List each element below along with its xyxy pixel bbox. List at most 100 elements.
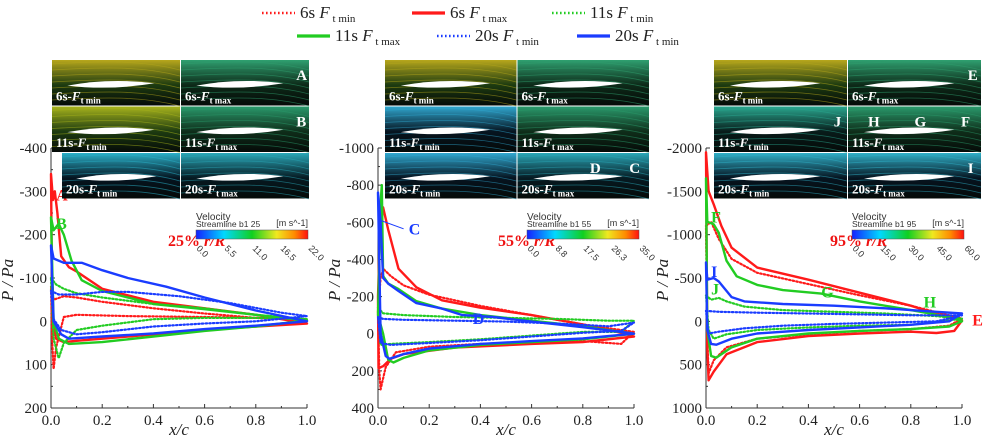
x-tick-label: 0.4 [799,413,818,429]
colorbar-tick-label: 45.0 [935,243,954,262]
streamline [517,154,650,164]
streamline [847,91,982,101]
colorbar-gradient [526,229,640,240]
streamline [180,120,310,129]
streamline [847,184,982,194]
streamline [713,126,848,135]
streamline [847,144,982,153]
y-tick-label: -200 [347,290,375,306]
y-tick-label: -800 [347,178,375,194]
streamline [847,166,982,176]
colorbar-tick-label: 26.3 [610,243,629,262]
streamline [180,138,310,147]
streamline [517,138,650,147]
legend-label: 20s F t min [475,26,539,48]
y-tick-label: 1000 [672,401,702,417]
inset-label: 20s-Ft min [66,182,117,199]
colorbar-subtitle: Streamline b1 25 [196,219,261,229]
streamline [847,160,982,170]
streamline [517,108,650,117]
streamline [847,79,982,89]
inset-image: 11s-Ft max [517,106,650,153]
streamline [713,91,848,101]
streamline [51,73,181,83]
inset-image: 6s-Ft min [384,60,517,107]
colorbar-tick-label: 11.0 [251,243,270,262]
streamline [517,190,650,200]
streamline [61,154,181,164]
x-axis-label: x/c [823,420,844,438]
annotation-g: G [821,285,834,302]
streamline [384,97,517,107]
streamline [713,154,848,164]
series-line-20s-ft-max [704,261,964,346]
inset-label: 20s-Ft min [389,182,440,199]
inset-image: 20s-Ft max I [847,153,982,200]
streamline [713,108,848,117]
streamline-insets: 6s-Ft min 6s-Ft max E 11s-Ft min J 11s-Ft max… [713,60,982,200]
x-tick-label: 0.0 [369,413,388,429]
streamline [180,108,310,117]
streamline [517,73,650,83]
legend-entry: 11s F t max [297,26,401,48]
y-tick-label: 500 [680,358,703,374]
airfoil-shape [729,127,821,135]
streamline [180,190,310,200]
streamline [517,126,650,135]
colorbar-tick-label: 30.0 [907,243,926,262]
x-tick-label: 0.4 [471,413,490,429]
streamline [713,184,848,194]
inset-marker-h: H [868,115,880,131]
y-tick-label: -1000 [667,228,702,244]
streamline [713,61,848,71]
series-group [376,183,636,391]
inset-image: 20s-Ft min [384,153,517,200]
inset-label: 6s-Ft max [522,89,569,106]
series-group [704,151,964,382]
airfoil-shape [533,80,623,88]
series-group [49,172,309,371]
inset-label: 11s-Ft max [852,135,905,152]
streamline [517,79,650,89]
inset-label: 11s-Ft max [185,135,238,152]
colorbar-unit: [m s^-1] [607,218,639,228]
x-tick-label: 0.8 [246,413,265,429]
legend-label: 6s F t min [300,3,356,25]
streamline [51,61,181,71]
streamline [847,172,982,182]
colorbar-subtitle: Streamline b1 95 [852,219,917,229]
y-tick-label: -500 [675,271,703,287]
streamline [384,67,517,77]
inset-image: 20s-Ft max [180,153,310,200]
streamline [517,160,650,170]
x-tick-label: 1.0 [625,413,644,429]
streamline [384,73,517,83]
x-tick-label: 0.0 [697,413,716,429]
streamline [61,190,181,200]
inset-image: 20s-Ft min [61,153,181,200]
streamline [713,138,848,147]
airfoil-shape [196,173,284,181]
series-line-20s-ft-max [376,191,636,360]
streamline-insets: 6s-Ft min 6s-Ft max A 11s-Ft min 11s-Ft max B… [51,60,310,200]
airfoil-shape [729,173,821,181]
airfoil-shape [863,80,955,88]
streamline [51,138,181,147]
y-tick-label: 0 [367,327,375,343]
streamline [180,114,310,123]
streamline [384,61,517,71]
streamline [713,120,848,129]
streamline [384,154,517,164]
streamline [384,126,517,135]
x-tick-label: 0.8 [901,413,920,429]
x-tick-label: 0.2 [93,413,112,429]
airfoil-shape [533,127,623,135]
streamline [384,91,517,101]
colorbar-tick-label: 60.0 [963,243,982,262]
colorbar-tick-label: 22.0 [307,243,326,262]
annotation-h: H [924,294,937,311]
streamline [384,120,517,129]
y-tick-label: -100 [20,271,48,287]
